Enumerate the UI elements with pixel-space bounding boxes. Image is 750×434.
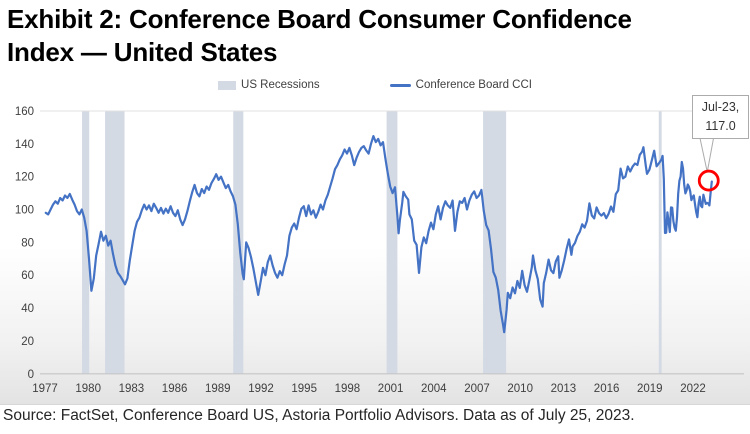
x-axis-label: 2022 <box>680 383 706 395</box>
legend-item-cci: Conference Board CCI <box>389 79 532 91</box>
recession-band <box>82 111 90 374</box>
title-line-2: Index — United States <box>7 37 278 68</box>
x-axis-label: 1983 <box>119 383 145 395</box>
annotation-date: Jul-23, <box>701 100 740 114</box>
x-axis-label: 2019 <box>637 383 663 395</box>
x-axis-label: 1989 <box>205 383 231 395</box>
title-line-1: Exhibit 2: Conference Board Consumer Con… <box>7 4 632 34</box>
x-axis-label: 1986 <box>162 383 188 395</box>
x-axis-label: 1998 <box>335 383 361 395</box>
x-axis-label: 2001 <box>378 383 404 395</box>
y-axis-label: 140 <box>15 139 34 151</box>
y-axis-label: 160 <box>15 106 34 118</box>
chart-background <box>0 75 750 405</box>
annotation-callout: Jul-23, 117.0 <box>692 95 749 139</box>
chart-legend: US Recessions Conference Board CCI <box>0 79 750 91</box>
x-axis-label: 2013 <box>551 383 577 395</box>
x-axis-label: 2016 <box>594 383 620 395</box>
y-axis-label: 20 <box>21 336 34 348</box>
legend-label-cci: Conference Board CCI <box>415 79 532 91</box>
legend-item-us-recessions: US Recessions <box>218 79 320 91</box>
page-title: Exhibit 2: Conference Board Consumer Con… <box>7 3 743 69</box>
y-axis-label: 40 <box>21 303 34 315</box>
x-axis-label: 1977 <box>32 383 58 395</box>
recession-band <box>483 111 507 374</box>
x-axis-label: 1995 <box>291 383 317 395</box>
annotation-pointer <box>699 136 715 173</box>
legend-label-us-recessions: US Recessions <box>241 79 320 91</box>
cci-line-swatch-icon <box>389 83 411 87</box>
x-axis-label: 1992 <box>248 383 274 395</box>
y-axis-label: 60 <box>21 270 34 282</box>
y-axis-label: 0 <box>28 369 34 381</box>
recession-band <box>386 111 398 374</box>
x-axis-label: 2010 <box>507 383 533 395</box>
annotation-circle <box>697 169 720 192</box>
y-axis-label: 100 <box>15 205 34 217</box>
recession-band <box>105 111 125 374</box>
source-note: Source: FactSet, Conference Board US, As… <box>3 407 635 424</box>
cci-line <box>44 135 713 334</box>
recession-band <box>658 111 662 374</box>
y-axis-label: 80 <box>21 237 34 249</box>
x-axis-label: 2004 <box>421 383 447 395</box>
recession-swatch-icon <box>218 80 237 90</box>
annotation-value: 117.0 <box>705 118 736 133</box>
x-axis-label: 1980 <box>75 383 101 395</box>
y-axis-label: 120 <box>15 172 34 184</box>
x-axis-label: 2007 <box>464 383 490 395</box>
